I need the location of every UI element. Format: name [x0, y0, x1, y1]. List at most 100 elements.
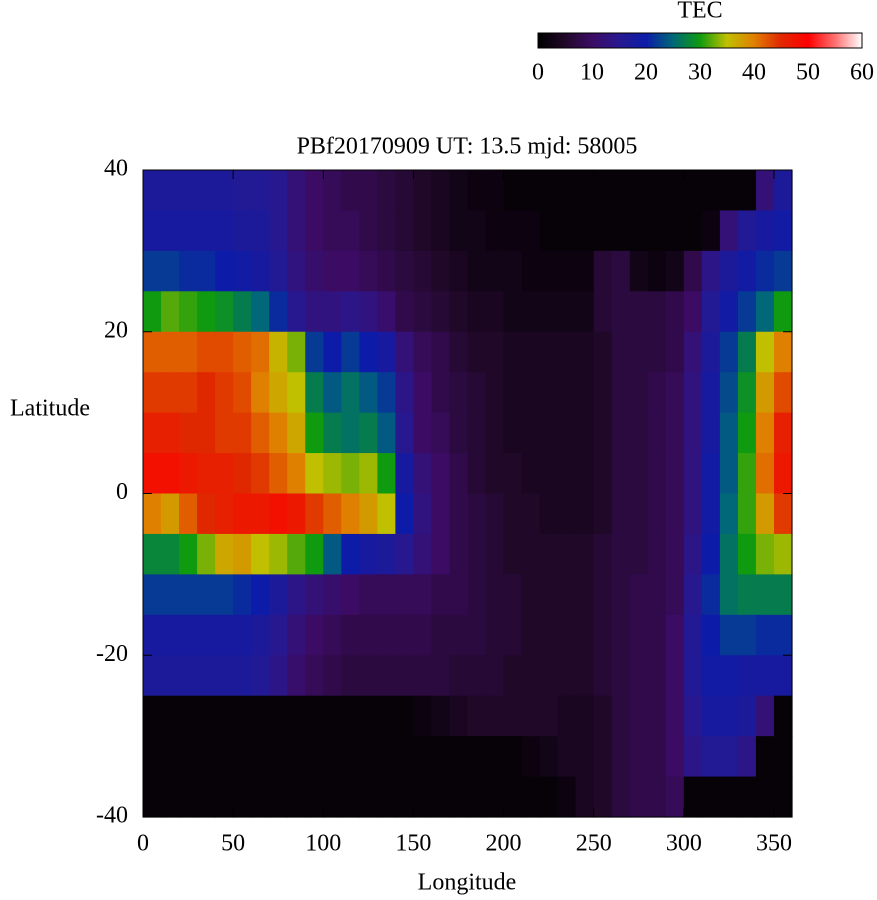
heatmap-cell — [395, 493, 415, 535]
heatmap-cell — [665, 776, 685, 818]
heatmap-cell — [575, 533, 595, 575]
heatmap-cell — [233, 210, 252, 252]
heatmap-cell — [593, 776, 613, 818]
heatmap-cell — [143, 291, 162, 333]
heatmap-cell — [377, 736, 396, 778]
heatmap-cell — [449, 170, 469, 212]
heatmap-cell — [629, 170, 649, 212]
heatmap-cell — [251, 574, 270, 616]
y-axis-label: Latitude — [10, 396, 90, 422]
heatmap-cell — [755, 412, 775, 454]
heatmap-cell — [233, 614, 252, 656]
heatmap-cell — [503, 695, 523, 737]
heatmap-cell — [377, 291, 396, 333]
heatmap-cell — [197, 250, 216, 292]
heatmap-cell — [611, 372, 631, 414]
heatmap-cell — [359, 695, 378, 737]
heatmap-cell — [287, 412, 306, 454]
heatmap-cell — [719, 170, 739, 212]
heatmap-cell — [647, 291, 667, 333]
heatmap-cell — [737, 291, 757, 333]
heatmap-cell — [773, 776, 793, 818]
colorbar — [537, 32, 863, 49]
heatmap-cell — [629, 210, 649, 252]
heatmap-cells — [143, 170, 793, 818]
heatmap-cell — [215, 736, 234, 778]
heatmap-cell — [719, 412, 739, 454]
heatmap-cell — [287, 614, 306, 656]
heatmap-cell — [719, 533, 739, 575]
heatmap-cell — [665, 291, 685, 333]
heatmap-cell — [197, 736, 216, 778]
heatmap-cell — [719, 776, 739, 818]
heatmap-cell — [593, 412, 613, 454]
heatmap-cell — [593, 695, 613, 737]
heatmap-cell — [197, 291, 216, 333]
heatmap-cell — [377, 453, 396, 495]
heatmap-cell — [539, 736, 559, 778]
heatmap-cell — [233, 493, 252, 535]
heatmap-cell — [341, 493, 360, 535]
heatmap-cell — [197, 493, 216, 535]
heatmap-cell — [449, 655, 469, 697]
heatmap-cell — [665, 170, 685, 212]
heatmap-cell — [467, 210, 487, 252]
heatmap-cell — [413, 170, 433, 212]
heatmap-cell — [521, 372, 541, 414]
heatmap-cell — [629, 412, 649, 454]
heatmap-cell — [773, 614, 793, 656]
heatmap-cell — [323, 776, 342, 818]
heatmap-cell — [773, 736, 793, 778]
heatmap-cell — [683, 250, 703, 292]
heatmap-cell — [521, 614, 541, 656]
heatmap-cell — [305, 574, 324, 616]
heatmap-cell — [485, 533, 505, 575]
heatmap-cell — [269, 210, 288, 252]
heatmap-cell — [773, 331, 793, 373]
heatmap-cell — [269, 655, 288, 697]
heatmap-cell — [359, 372, 378, 414]
heatmap-cell — [611, 291, 631, 333]
heatmap-cell — [521, 331, 541, 373]
heatmap-cell — [467, 170, 487, 212]
y-tick-label: 0 — [116, 479, 128, 505]
heatmap-cell — [701, 250, 721, 292]
heatmap-cell — [395, 776, 415, 818]
heatmap-cell — [755, 210, 775, 252]
heatmap-cell — [557, 614, 577, 656]
heatmap-cell — [449, 574, 469, 616]
heatmap-cell — [197, 695, 216, 737]
heatmap-cell — [287, 655, 306, 697]
heatmap-cell — [449, 291, 469, 333]
heatmap-cell — [539, 250, 559, 292]
heatmap-cell — [629, 250, 649, 292]
heatmap-cell — [539, 574, 559, 616]
heatmap-cell — [557, 170, 577, 212]
heatmap-cell — [287, 533, 306, 575]
heatmap-cell — [179, 614, 198, 656]
heatmap-cell — [179, 493, 198, 535]
heatmap-cell — [575, 291, 595, 333]
heatmap-cell — [161, 453, 180, 495]
heatmap-cell — [359, 574, 378, 616]
heatmap-cell — [197, 453, 216, 495]
heatmap-cell — [359, 736, 378, 778]
heatmap-cell — [431, 291, 451, 333]
heatmap-cell — [539, 695, 559, 737]
heatmap-cell — [539, 493, 559, 535]
heatmap-cell — [503, 736, 523, 778]
heatmap-cell — [413, 736, 433, 778]
heatmap-cell — [629, 776, 649, 818]
heatmap-cell — [755, 493, 775, 535]
heatmap-cell — [539, 210, 559, 252]
heatmap-cell — [161, 776, 180, 818]
heatmap-cell — [557, 776, 577, 818]
heatmap-cell — [719, 574, 739, 616]
heatmap-cell — [503, 372, 523, 414]
heatmap-cell — [755, 574, 775, 616]
heatmap-cell — [179, 170, 198, 212]
heatmap-cell — [773, 533, 793, 575]
heatmap-cell — [629, 291, 649, 333]
heatmap-cell — [143, 250, 162, 292]
heatmap-cell — [233, 412, 252, 454]
